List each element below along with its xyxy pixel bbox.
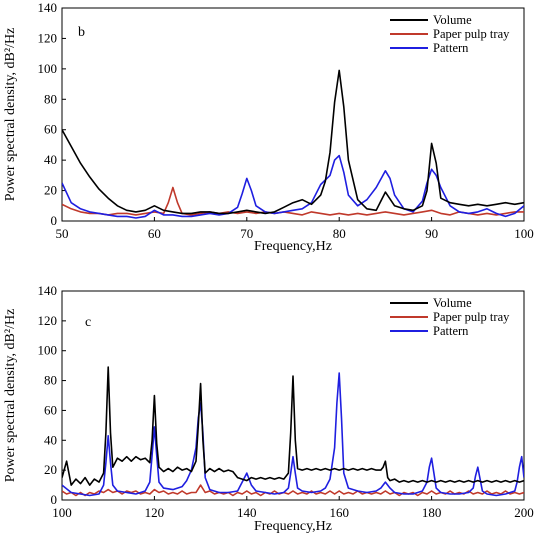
plot-frame (61, 7, 525, 222)
x-tick-label: 140 (237, 505, 257, 520)
series-line-volume (62, 69, 524, 215)
y-tick-label: 80 (44, 91, 57, 106)
legend-label: Pattern (433, 41, 469, 55)
y-tick-label: 60 (44, 122, 57, 137)
legend-label: Volume (433, 13, 472, 27)
chart-panel-c: 100 120 140 160 180 200020406080100120140Freq… (3, 283, 534, 534)
y-tick-label: 60 (44, 402, 57, 417)
x-tick-label: 100 (52, 505, 72, 520)
x-tick-label: 70 (240, 226, 253, 241)
plot-frame (61, 290, 525, 501)
chart-panel-b: 50 60 70 80 90 100 0 20 40 60 80 100 120 140 Frequency… (3, 0, 534, 254)
y-tick-label: 100 (38, 343, 58, 358)
y-tick-label: 40 (44, 432, 57, 447)
x-tick-label: 90 (425, 226, 438, 241)
y-tick-label: 20 (44, 462, 57, 477)
x-tick-label: 50 (56, 226, 69, 241)
series-line-volume (62, 366, 524, 486)
x-tick-label: 80 (333, 226, 346, 241)
x-tick-label: 100 (514, 226, 534, 241)
y-tick-label: 140 (38, 283, 58, 298)
y-axis-label: Power spectral density, dB²/Hz (3, 309, 18, 483)
legend-label: Paper pulp tray (433, 310, 510, 324)
y-tick-label: 0 (51, 492, 58, 507)
y-tick-label: 80 (44, 373, 57, 388)
panel-label: c (85, 315, 91, 330)
y-tick-label: 20 (44, 183, 57, 198)
x-tick-label: 160 (329, 505, 349, 520)
legend-label: Paper pulp tray (433, 27, 510, 41)
x-tick-label: 120 (145, 505, 165, 520)
x-tick-label: 200 (514, 505, 534, 520)
x-tick-label: 60 (148, 226, 161, 241)
legend-label: Pattern (433, 324, 469, 338)
panel-label: b (78, 25, 85, 40)
y-tick-label: 120 (38, 30, 58, 45)
series-line-pattern (62, 372, 524, 497)
series-line-pattern (62, 154, 524, 219)
x-axis-label: Frequency,Hz (254, 519, 332, 534)
y-axis-label: Power spectral density, dB²/Hz (3, 28, 18, 202)
y-tick-label: 40 (44, 152, 57, 167)
y-tick-label: 120 (38, 313, 58, 328)
legend-label: Volume (433, 296, 472, 310)
x-tick-label: 180 (422, 505, 442, 520)
x-axis-label: Frequency,Hz (254, 239, 332, 254)
y-tick-label: 100 (38, 61, 58, 76)
y-tick-label: 140 (38, 0, 58, 15)
y-tick-label: 0 (51, 213, 58, 228)
